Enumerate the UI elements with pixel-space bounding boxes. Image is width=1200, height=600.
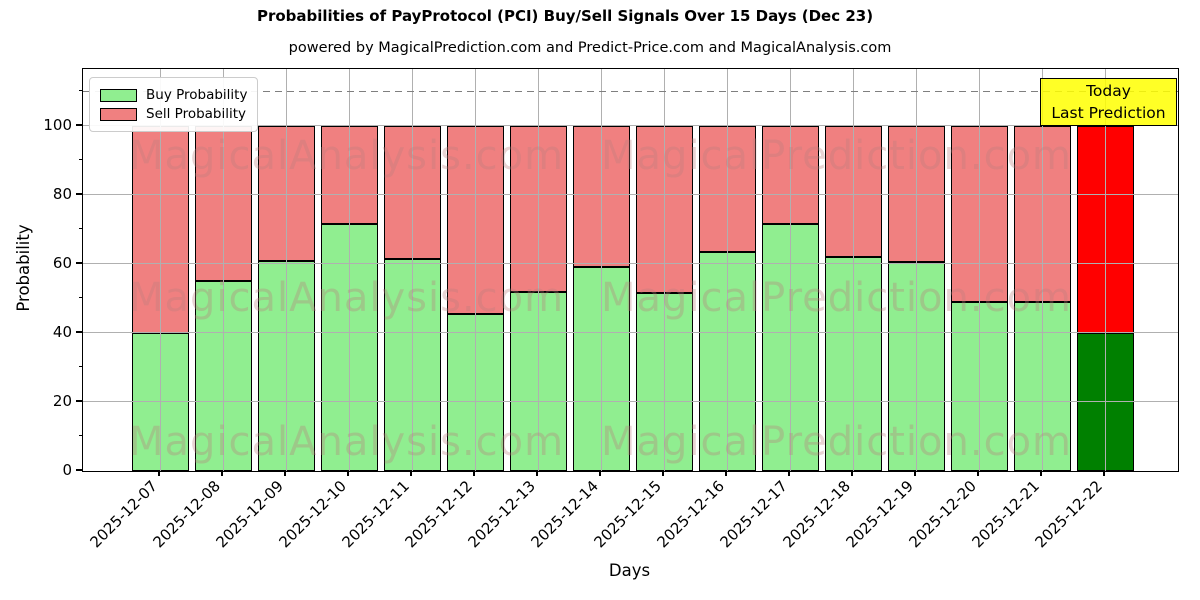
gridline-vertical xyxy=(222,69,224,471)
y-tick-mark xyxy=(75,262,82,264)
legend-row: Sell Probability xyxy=(100,106,247,122)
today-annotation-line2: Last Prediction xyxy=(1051,104,1166,122)
watermark-text: MagicalPrediction.com xyxy=(601,419,1072,465)
gridline-vertical xyxy=(348,69,350,471)
watermark-text: MagicalAnalysis.com xyxy=(129,133,565,179)
gridline-vertical xyxy=(789,69,791,471)
watermark-text: MagicalPrediction.com xyxy=(601,275,1072,321)
gridline-horizontal xyxy=(83,125,1178,127)
watermark-text: MagicalAnalysis.com xyxy=(129,419,565,465)
watermark-text: MagicalPrediction.com xyxy=(601,133,1072,179)
x-tick-mark xyxy=(284,470,286,476)
gridline-vertical xyxy=(474,69,476,471)
y-tick-label: 60 xyxy=(52,253,72,272)
x-tick-label: 2025-12-19 xyxy=(842,477,917,552)
today-annotation-line1: Today xyxy=(1086,82,1131,100)
today-annotation: Today Last Prediction xyxy=(1040,78,1177,126)
x-tick-label: 2025-12-16 xyxy=(653,477,728,552)
x-tick-label: 2025-12-13 xyxy=(464,477,539,552)
x-tick-label: 2025-12-09 xyxy=(212,477,287,552)
y-tick-mark xyxy=(75,469,82,471)
gridline-horizontal xyxy=(83,263,1178,265)
gridline-vertical xyxy=(726,69,728,471)
x-tick-mark xyxy=(1103,470,1105,476)
gridline-horizontal xyxy=(83,194,1178,196)
x-tick-label: 2025-12-17 xyxy=(716,477,791,552)
gridline-horizontal xyxy=(83,332,1178,334)
gridline-vertical xyxy=(600,69,602,471)
x-tick-mark xyxy=(599,470,601,476)
plot-area: MagicalAnalysis.com MagicalPrediction.com… xyxy=(82,68,1179,472)
y-minor-tick-mark xyxy=(78,365,82,368)
x-tick-label: 2025-12-14 xyxy=(527,477,602,552)
y-minor-tick-mark xyxy=(78,434,82,437)
y-axis-title: Probability xyxy=(14,224,33,312)
x-tick-label: 2025-12-15 xyxy=(590,477,665,552)
x-tick-mark xyxy=(788,470,790,476)
gridline-vertical xyxy=(852,69,854,471)
x-tick-mark xyxy=(914,470,916,476)
y-tick-mark xyxy=(75,193,82,195)
legend-item-label: Sell Probability xyxy=(146,106,247,122)
y-tick-label: 0 xyxy=(62,461,72,479)
x-tick-label: 2025-12-20 xyxy=(905,477,980,552)
y-minor-tick-mark xyxy=(78,227,82,230)
y-tick-mark xyxy=(75,400,82,402)
x-tick-label: 2025-12-08 xyxy=(149,477,224,552)
gridline-vertical xyxy=(978,69,980,471)
y-tick-label: 100 xyxy=(43,115,72,134)
dashed-threshold-line xyxy=(83,90,1178,93)
gridline-horizontal xyxy=(83,401,1178,403)
x-tick-label: 2025-12-18 xyxy=(779,477,854,552)
x-tick-mark xyxy=(851,470,853,476)
gridline-vertical xyxy=(159,69,161,471)
gridline-vertical xyxy=(285,69,287,471)
gridline-vertical xyxy=(537,69,539,471)
x-tick-mark xyxy=(410,470,412,476)
legend: Buy Probability Sell Probability xyxy=(89,77,259,132)
y-tick-mark xyxy=(75,331,82,333)
x-tick-label: 2025-12-11 xyxy=(338,477,413,552)
legend-item-label: Buy Probability xyxy=(146,87,248,103)
x-tick-mark xyxy=(977,470,979,476)
gridline-vertical xyxy=(1041,69,1043,471)
watermark-text: MagicalAnalysis.com xyxy=(129,275,565,321)
y-tick-label: 80 xyxy=(52,184,72,203)
x-tick-mark xyxy=(473,470,475,476)
y-minor-tick-mark xyxy=(78,296,82,299)
x-axis-title: Days xyxy=(608,561,651,580)
gridline-vertical xyxy=(411,69,413,471)
y-tick-label: 40 xyxy=(52,322,72,341)
gridline-vertical xyxy=(915,69,917,471)
x-tick-label: 2025-12-12 xyxy=(401,477,476,552)
x-tick-label: 2025-12-22 xyxy=(1031,477,1106,552)
y-minor-tick-mark xyxy=(78,158,82,161)
chart-subtitle: powered by MagicalPrediction.com and Pre… xyxy=(288,40,892,56)
x-tick-label: 2025-12-10 xyxy=(275,477,350,552)
y-minor-tick-mark xyxy=(78,89,82,92)
x-tick-mark xyxy=(662,470,664,476)
x-tick-mark xyxy=(725,470,727,476)
x-tick-mark xyxy=(1040,470,1042,476)
chart-title: Probabilities of PayProtocol (PCI) Buy/S… xyxy=(256,7,874,25)
legend-row: Buy Probability xyxy=(100,87,247,103)
x-tick-mark xyxy=(536,470,538,476)
x-tick-mark xyxy=(347,470,349,476)
gridline-vertical xyxy=(1104,69,1106,471)
legend-swatch xyxy=(100,88,137,102)
x-tick-label: 2025-12-21 xyxy=(968,477,1043,552)
x-tick-mark xyxy=(158,470,160,476)
y-tick-mark xyxy=(75,124,82,126)
x-tick-mark xyxy=(221,470,223,476)
legend-swatch xyxy=(100,107,137,121)
y-tick-label: 20 xyxy=(52,391,72,410)
gridline-vertical xyxy=(663,69,665,471)
x-tick-label: 2025-12-07 xyxy=(86,477,161,552)
